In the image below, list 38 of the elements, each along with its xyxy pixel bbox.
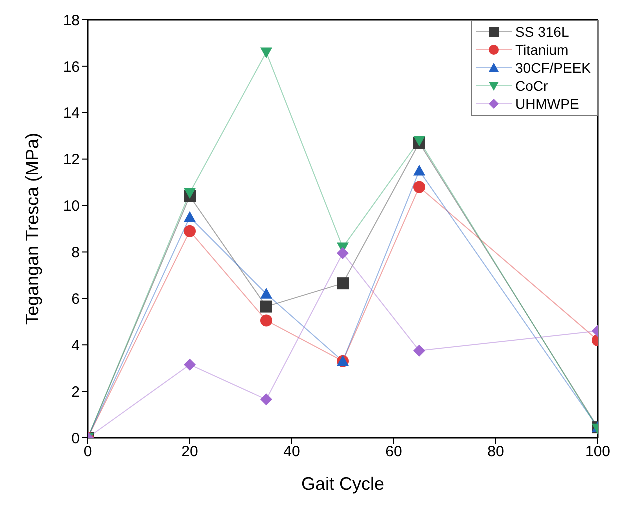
- point: [184, 188, 196, 200]
- legend-label: SS 316L: [516, 23, 570, 41]
- y-tick-label: 18: [63, 12, 80, 30]
- point: [337, 247, 349, 260]
- y-tick-label: 10: [63, 198, 80, 216]
- x-tick-label: 100: [585, 444, 611, 461]
- x-tick-label: 0: [84, 444, 92, 461]
- legend-label: 30CF/PEEK: [516, 59, 591, 77]
- point: [260, 314, 272, 327]
- point: [260, 48, 272, 59]
- y-tick-label: 8: [72, 244, 80, 262]
- point: [260, 300, 272, 313]
- x-axis-title: Gait Cycle: [301, 474, 385, 494]
- point: [414, 181, 426, 194]
- x-tick-label: 40: [284, 444, 300, 461]
- point: [184, 358, 196, 371]
- y-tick-label: 14: [63, 105, 80, 122]
- point: [184, 211, 196, 222]
- x-tick-label: 80: [488, 444, 504, 461]
- y-tick-label: 6: [72, 290, 80, 308]
- x-tick-label: 60: [386, 444, 402, 461]
- point: [414, 136, 426, 147]
- point: [260, 394, 272, 406]
- y-axis-title: Tegangan Tresca (MPa): [22, 132, 42, 326]
- y-tick-label: 16: [63, 58, 80, 76]
- point: [414, 344, 426, 357]
- y-tick-label: 0: [72, 430, 80, 448]
- legend-label: UHMWPE: [516, 95, 580, 113]
- y-tick-label: 12: [63, 152, 80, 169]
- legend-label: Titanium: [516, 41, 569, 59]
- y-tick-label: 2: [72, 384, 80, 401]
- point: [184, 225, 196, 238]
- x-tick-label: 20: [182, 444, 198, 461]
- legend-label: CoCr: [516, 77, 548, 95]
- point: [260, 288, 272, 299]
- y-tick-label: 4: [72, 337, 80, 354]
- point: [337, 278, 349, 290]
- point: [414, 164, 426, 176]
